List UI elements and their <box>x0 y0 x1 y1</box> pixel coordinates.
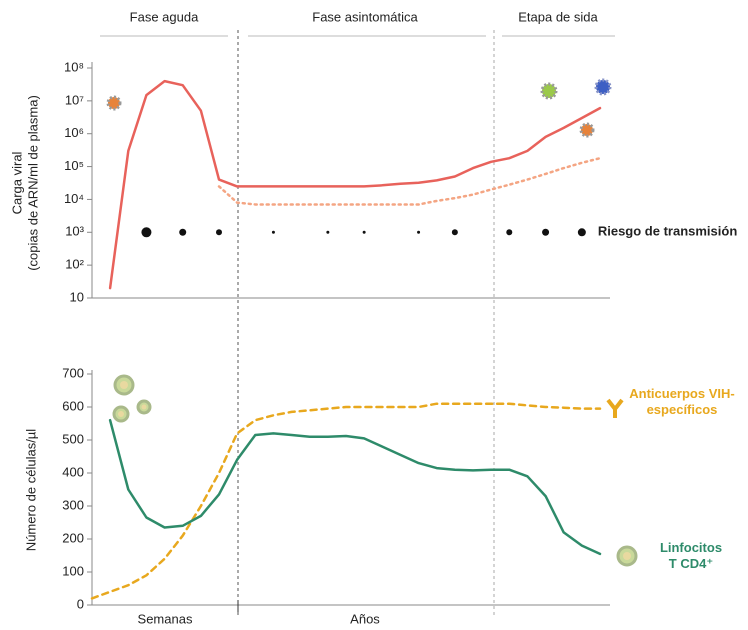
cell-icon <box>618 547 636 565</box>
series-line <box>219 158 600 204</box>
series-label: Linfocitos T CD4⁺ <box>655 540 727 572</box>
risk-dot <box>272 231 275 234</box>
risk-dot <box>216 229 222 235</box>
y-tick-label: 100 <box>62 563 84 578</box>
antibody-icon <box>608 400 622 418</box>
risk-dot <box>141 227 151 237</box>
y-tick-label: 10² <box>65 257 84 272</box>
page: Fase aguda Fase asintomática Etapa de si… <box>0 0 748 630</box>
phase-label: Fase aguda <box>130 9 199 24</box>
y-tick-label: 600 <box>62 398 84 413</box>
cell-icon <box>138 401 150 413</box>
cell-icon <box>115 376 133 394</box>
y-tick-label: 10⁶ <box>64 125 84 140</box>
y-tick-label: 400 <box>62 464 84 479</box>
virus-icon <box>581 124 593 136</box>
y-tick-label: 300 <box>62 497 84 512</box>
phase-label: Fase asintomática <box>312 9 418 24</box>
y-axis-title: (copias de ARN/ml de plasma) <box>25 95 40 271</box>
period-label: Años <box>350 611 380 626</box>
virus-icon <box>108 97 120 109</box>
phase-label: Etapa de sida <box>518 9 598 24</box>
y-tick-label: 700 <box>62 365 84 380</box>
chart: Fase aguda Fase asintomática Etapa de si… <box>0 0 748 630</box>
y-tick-label: 10⁷ <box>65 92 84 107</box>
y-tick-label: 500 <box>62 431 84 446</box>
risk-dot <box>506 229 512 235</box>
series-line <box>110 81 600 288</box>
virus-icon <box>542 84 556 98</box>
y-tick-label: 10³ <box>65 224 84 239</box>
risk-dot <box>452 229 458 235</box>
y-tick-label: 200 <box>62 530 84 545</box>
series-label: Anticuerpos VIH-específicos <box>622 386 742 418</box>
y-tick-label: 10⁴ <box>64 191 84 206</box>
y-tick-label: 10⁸ <box>64 59 84 74</box>
series-label: Riesgo de transmisión <box>598 224 737 239</box>
y-tick-label: 10⁵ <box>64 158 84 173</box>
period-label: Semanas <box>138 611 193 626</box>
series-line <box>92 404 600 599</box>
y-tick-label: 0 <box>77 596 84 611</box>
y-axis-title: Número de células/µl <box>23 429 38 551</box>
risk-dot <box>326 231 329 234</box>
risk-dot <box>363 231 366 234</box>
risk-dot <box>578 228 586 236</box>
y-tick-label: 10 <box>70 289 84 304</box>
y-axis-title: Carga viral <box>9 151 24 214</box>
risk-dot <box>179 229 186 236</box>
risk-dot <box>542 229 549 236</box>
cell-icon <box>114 407 128 421</box>
virus-icon <box>596 80 610 94</box>
risk-dot <box>417 231 420 234</box>
